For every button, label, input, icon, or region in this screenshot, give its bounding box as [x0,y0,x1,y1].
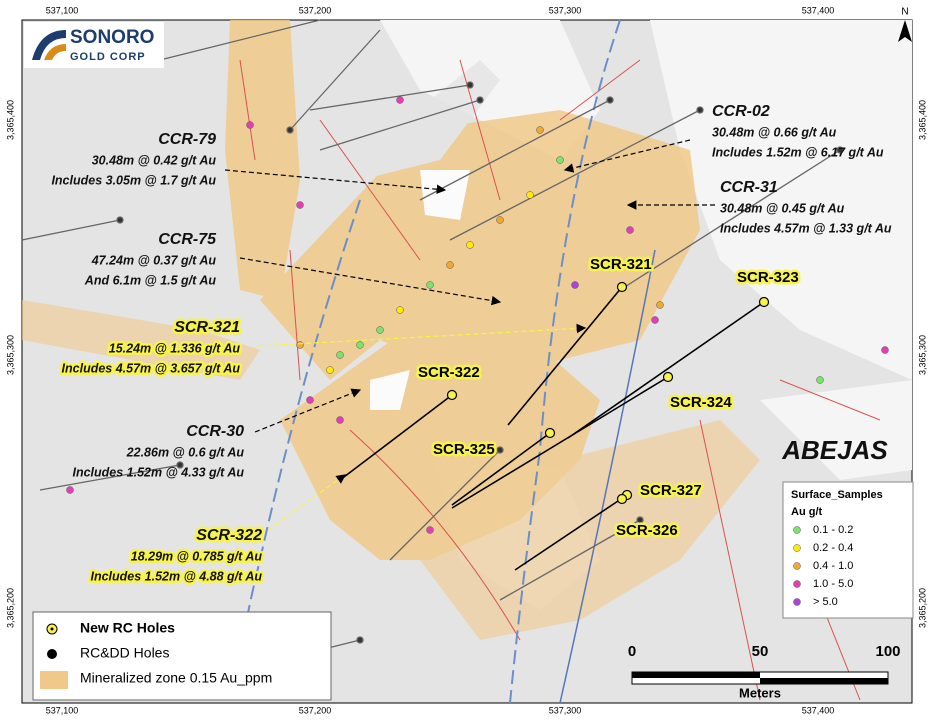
legend-label: 0.4 - 1.0 [813,560,853,572]
grid-label: 537,300 [549,5,582,15]
grid-label: 537,100 [46,5,79,15]
hole-label: SCR-323 [737,269,799,286]
legend-unit: Au g/t [791,506,822,518]
legend-label: 0.1 - 0.2 [813,524,853,536]
callout-result: Includes 1.52m @ 6.17 g/t Au [712,145,884,159]
callout-hole: CCR-02 [712,103,770,120]
legend-label: 0.2 - 0.4 [813,542,853,554]
grid-label: 537,200 [299,5,332,15]
grid-label: 3,365,400 [917,100,927,140]
logo-name: SONORO [70,27,154,48]
scale-label: 100 [875,643,900,660]
area-label: ABEJAS [781,435,888,465]
callout-hole: SCR-321 [174,319,240,336]
legend-swatch [793,580,801,588]
hole-label: SCR-322 [418,364,480,381]
new-rc-holes [339,286,765,571]
scale-label: 50 [752,643,769,660]
callout-arrows [224,139,715,531]
hole-collars [446,281,770,505]
callout-result: 22.86m @ 0.6 g/t Au [126,445,245,459]
callout-result: 30.48m @ 0.42 g/t Au [92,153,217,167]
callout-result: Includes 4.57m @ 3.657 g/t Au [62,361,241,375]
callout-result: 15.24m @ 1.336 g/t Au [109,341,241,355]
callout-hole: CCR-30 [186,423,244,440]
grid-label: 537,200 [299,705,332,715]
legend-swatch [793,526,801,534]
grid-label: 3,365,400 [5,100,15,140]
hole-label: SCR-327 [640,482,702,499]
grid-label: 537,300 [549,705,582,715]
callout-result: 30.48m @ 0.66 g/t Au [712,125,837,139]
callout-result: 18.29m @ 0.785 g/t Au [131,549,263,563]
callout-result: Includes 4.57m @ 1.33 g/t Au [720,221,892,235]
grid-label: 3,365,200 [5,588,15,628]
grid-label: 537,100 [46,705,79,715]
legend-swatch [793,562,801,570]
grid-label: 3,365,300 [917,335,927,375]
legend-label: > 5.0 [813,596,838,608]
hole-label: SCR-326 [616,522,678,539]
hole-label: SCR-324 [670,394,732,411]
legend-title: Surface_Samples [791,489,883,501]
callout-hole: CCR-31 [720,179,778,196]
sample-legend: Surface_Samples Au g/t [782,481,914,619]
scale-bar [631,671,889,685]
mineralized-zones [22,20,760,640]
callout-hole: CCR-79 [158,131,216,148]
callout-hole: SCR-322 [196,527,262,544]
scale-unit: Meters [739,685,781,700]
hole-label: SCR-321 [590,256,652,273]
hole-label: SCR-325 [433,441,495,458]
legend-label: RC&DD Holes [80,645,169,661]
legend-swatch [793,598,801,606]
logo-subtitle: GOLD CORP [70,51,146,63]
north-label: N [901,7,908,18]
grid-label: 537,400 [802,705,835,715]
surface-samples [66,96,889,534]
map-legend [32,611,332,701]
legend-label: Mineralized zone 0.15 Au_ppm [80,670,272,686]
grid-label: 3,365,300 [5,335,15,375]
legend-swatch [793,544,801,552]
north-arrow: N [898,7,912,42]
callout-result: Includes 3.05m @ 1.7 g/t Au [51,173,216,187]
grid-label: 537,400 [802,5,835,15]
logo: SONORO GOLD CORP [24,22,164,68]
callout-hole: CCR-75 [158,231,217,248]
callout-result: 30.48m @ 0.45 g/t Au [720,201,845,215]
callout-result: Includes 1.52m @ 4.33 g/t Au [72,465,244,479]
callout-result: 47.24m @ 0.37 g/t Au [91,253,217,267]
legend-label: 1.0 - 5.0 [813,578,853,590]
scale-label: 0 [628,643,636,660]
callout-result: And 6.1m @ 1.5 g/t Au [84,273,217,287]
grid-label: 3,365,200 [917,588,927,628]
legend-label: New RC Holes [80,620,175,636]
callout-result: Includes 1.52m @ 4.88 g/t Au [90,569,262,583]
